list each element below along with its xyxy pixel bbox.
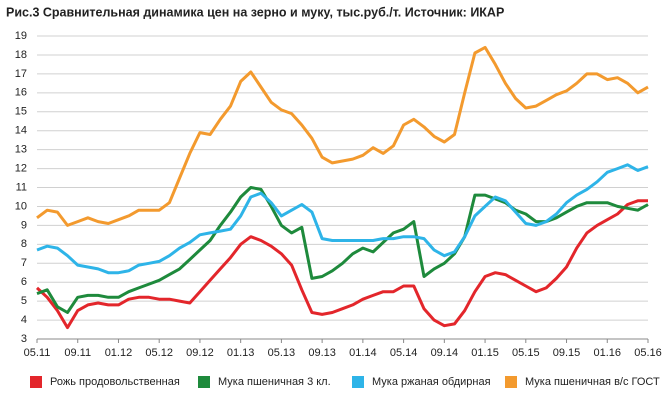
x-tick-label: 01.16 (594, 347, 622, 359)
series-line (36, 163, 649, 275)
y-tick-label: 19 (15, 30, 27, 42)
x-tick-label: 09.11 (64, 347, 91, 359)
y-tick-label: 13 (15, 144, 27, 156)
y-tick-label: 5 (21, 295, 27, 307)
x-tick-label: 09.15 (553, 347, 581, 359)
y-tick-label: 15 (15, 106, 27, 118)
legend-label: Мука ржаная обдирная (372, 376, 491, 388)
y-tick-label: 18 (15, 49, 27, 61)
x-tick-label: 05.13 (268, 347, 296, 359)
y-tick-label: 17 (15, 68, 27, 80)
series-line (36, 45, 649, 227)
y-tick-label: 12 (15, 162, 27, 174)
y-tick-label: 9 (21, 219, 27, 231)
y-tick-label: 11 (16, 181, 27, 193)
x-tick-label: 01.14 (349, 347, 377, 359)
y-tick-label: 4 (21, 314, 27, 326)
x-tick-label: 01.13 (227, 347, 255, 359)
legend-label: Рожь продовольственная (50, 376, 180, 388)
y-tick-label: 8 (21, 238, 27, 250)
y-tick-label: 14 (15, 125, 27, 137)
legend-swatch (198, 376, 210, 388)
x-tick-label: 01.12 (105, 347, 133, 359)
legend-swatch (352, 376, 364, 388)
x-tick-label: 09.12 (186, 347, 214, 359)
series-line (35, 199, 648, 330)
chart-title: Рис.3 Сравнительная динамика цен на зерн… (6, 5, 504, 19)
legend-label: Мука пшеничная в/с ГОСТ (525, 376, 660, 388)
y-tick-label: 7 (21, 257, 27, 269)
x-tick-label: 05.11 (24, 347, 51, 359)
x-tick-label: 05.14 (390, 347, 418, 359)
legend-swatch (30, 376, 42, 388)
y-tick-label: 6 (21, 276, 27, 288)
y-tick-label: 10 (15, 200, 27, 212)
x-tick-label: 05.16 (634, 347, 662, 359)
x-tick-label: 01.15 (471, 347, 499, 359)
y-tick-label: 3 (21, 333, 27, 345)
legend-label: Мука пшеничная 3 кл. (218, 376, 331, 388)
y-tick-label: 16 (15, 87, 27, 99)
legend-swatch (505, 376, 517, 388)
x-tick-label: 09.13 (308, 347, 336, 359)
x-tick-label: 05.12 (145, 347, 173, 359)
x-tick-label: 05.15 (512, 347, 540, 359)
x-tick-label: 09.14 (431, 347, 459, 359)
